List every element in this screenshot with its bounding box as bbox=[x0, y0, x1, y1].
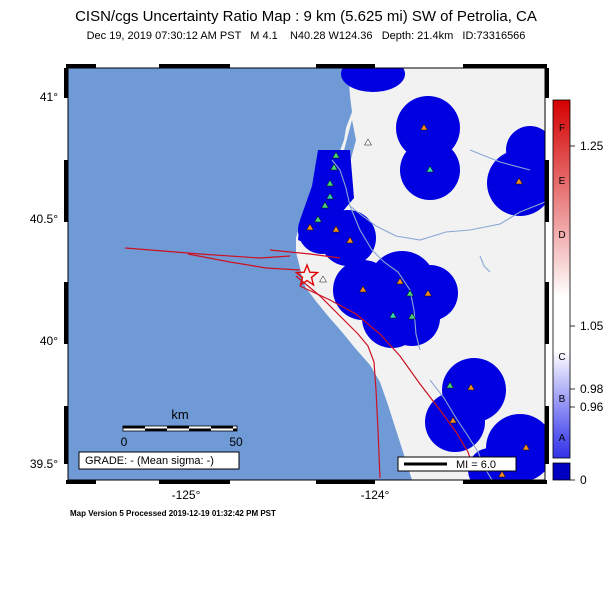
grade-label: GRADE: - (Mean sigma: -) bbox=[85, 455, 214, 467]
scale-unit: km bbox=[171, 407, 188, 422]
lat-tick: 40° bbox=[40, 334, 58, 348]
event-details: Dec 19, 2019 07:30:12 AM PST M 4.1 N40.2… bbox=[86, 30, 526, 42]
lat-tick: 41° bbox=[40, 90, 58, 104]
legend-grade: C bbox=[558, 352, 565, 363]
scale-bar: km 0 50 bbox=[121, 407, 243, 449]
map-area: km 0 50 GRADE: - (Mean sigma: -) MI = 6.… bbox=[68, 68, 545, 480]
legend-value: 0 bbox=[580, 473, 587, 487]
legend-value: 0.98 bbox=[580, 382, 604, 396]
lat-tick: 39.5° bbox=[30, 457, 58, 471]
rivers bbox=[331, 149, 545, 480]
grade-box: GRADE: - (Mean sigma: -) bbox=[78, 451, 240, 470]
mi-legend-box: MI = 6.0 bbox=[397, 456, 517, 472]
legend-value: 1.05 bbox=[580, 319, 604, 333]
map-title: CISN/cgs Uncertainty Ratio Map : 9 km (5… bbox=[75, 8, 537, 25]
uncertainty-legend: F E D C B A 1.25 1.05 0.98 0.96 0 bbox=[552, 99, 604, 487]
stations bbox=[306, 123, 530, 478]
legend-grade: B bbox=[559, 394, 566, 405]
scale-end: 50 bbox=[229, 435, 243, 449]
map-border-ticks bbox=[64, 64, 549, 484]
lon-tick: -125° bbox=[172, 488, 201, 502]
legend-grade: A bbox=[559, 433, 566, 444]
legend-value: 1.25 bbox=[580, 139, 604, 153]
map-frame bbox=[67, 67, 546, 481]
legend-grade: E bbox=[559, 176, 566, 187]
epicenter-star-icon bbox=[294, 263, 320, 287]
lat-tick: 40.5° bbox=[30, 212, 58, 226]
axis-labels: 41° 40.5° 40° 39.5° -125° -124° bbox=[30, 90, 390, 502]
mi-label: MI = 6.0 bbox=[456, 459, 496, 471]
scale-start: 0 bbox=[121, 435, 128, 449]
map-version: Map Version 5 Processed 2019-12-19 01:32… bbox=[70, 509, 276, 518]
lon-tick: -124° bbox=[361, 488, 390, 502]
faults bbox=[124, 247, 475, 479]
legend-value: 0.96 bbox=[580, 400, 604, 414]
legend-grade: F bbox=[559, 123, 565, 134]
legend-grade: D bbox=[558, 230, 565, 241]
